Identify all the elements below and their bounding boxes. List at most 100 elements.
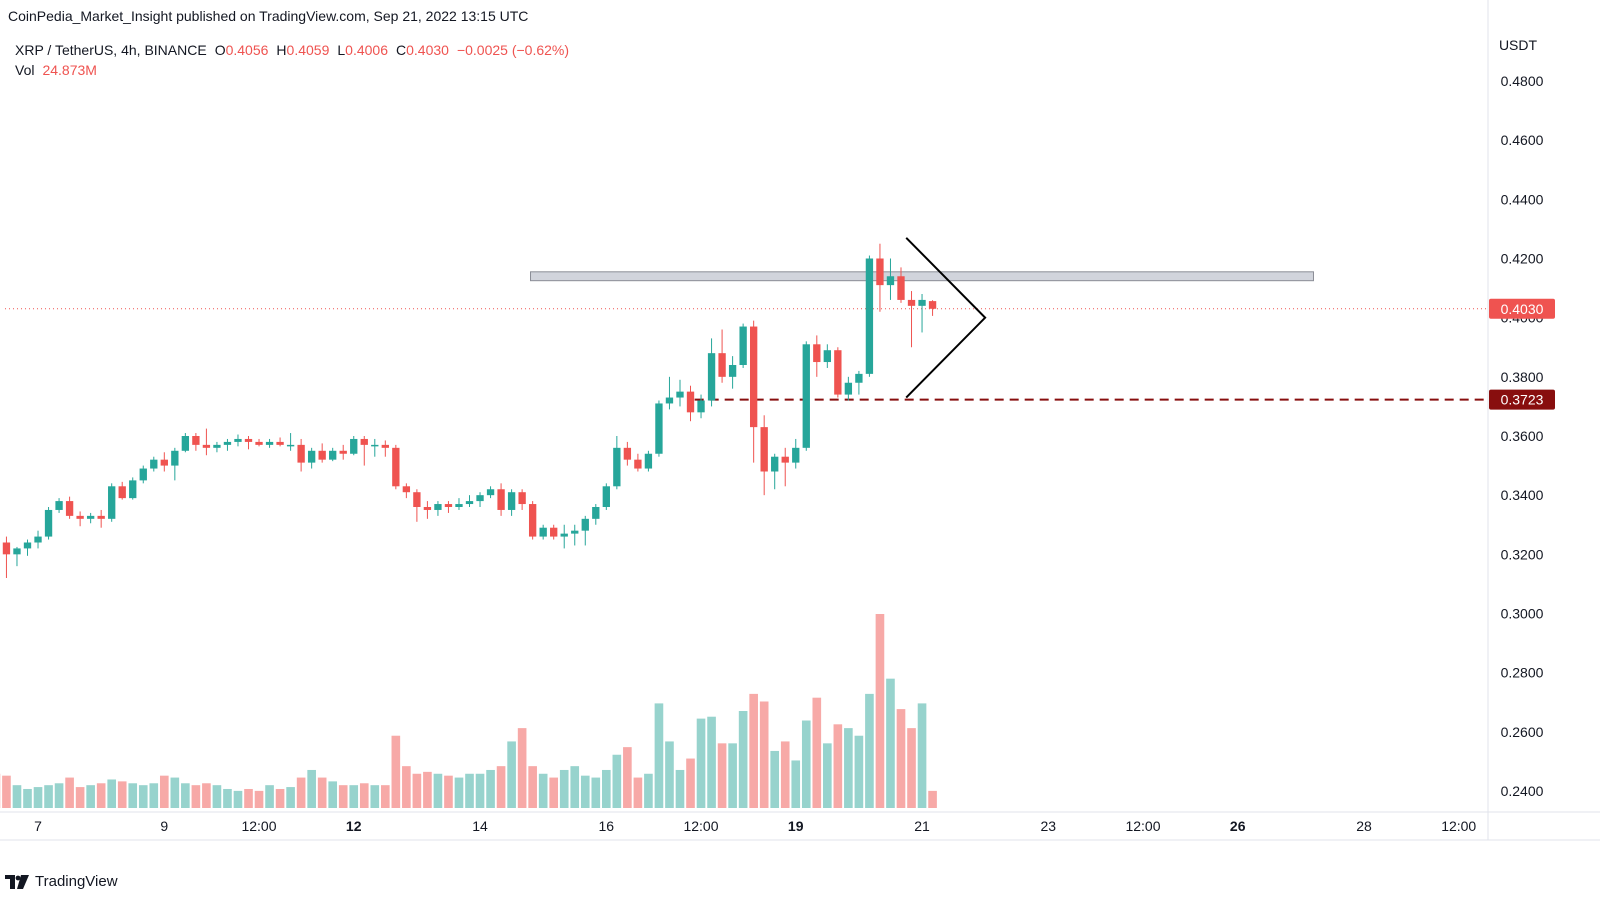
- candle-body: [497, 489, 504, 510]
- volume-bar: [339, 785, 348, 808]
- x-tick-label: 7: [34, 818, 42, 834]
- candle-body: [855, 374, 862, 383]
- candle-body: [813, 344, 820, 362]
- candle-body: [140, 469, 147, 481]
- x-tick-label: 21: [914, 818, 930, 834]
- tradingview-brand: TradingView: [35, 873, 118, 890]
- volume-bar: [455, 778, 464, 808]
- y-tick-label: 0.4800: [1501, 73, 1544, 89]
- volume-bar: [823, 743, 832, 808]
- volume-bar: [128, 783, 137, 808]
- volume-bar: [107, 779, 116, 808]
- close-value: 0.4030: [406, 42, 449, 58]
- candle-body: [487, 489, 494, 495]
- candle-body: [571, 531, 578, 534]
- high-value: 0.4059: [287, 42, 330, 58]
- volume-bar: [507, 741, 516, 808]
- volume-bar: [297, 778, 306, 808]
- candle-body: [455, 504, 462, 507]
- y-tick-label: 0.4200: [1501, 251, 1544, 267]
- volume-row: Vol 24.873M: [15, 60, 569, 80]
- candle-body: [929, 301, 936, 309]
- candle-body: [234, 439, 241, 442]
- candle-body: [424, 507, 431, 510]
- candle-body: [550, 528, 557, 537]
- resistance-zone: [531, 272, 1314, 281]
- volume-bar: [255, 791, 264, 808]
- volume-bar: [192, 785, 201, 808]
- y-tick-label: 0.3200: [1501, 546, 1544, 562]
- x-tick-label: 9: [160, 818, 168, 834]
- candle-body: [718, 353, 725, 377]
- volume-bar: [760, 701, 769, 808]
- symmetrical-triangle: [906, 238, 985, 398]
- footer-branding[interactable]: TradingView: [5, 873, 118, 890]
- volume-bar: [602, 770, 611, 808]
- volume-bar: [392, 736, 401, 808]
- x-tick-label: 23: [1040, 818, 1056, 834]
- volume-bar: [655, 703, 664, 808]
- volume-bar: [528, 766, 537, 808]
- candle-body: [361, 439, 368, 445]
- candle-body: [613, 448, 620, 486]
- volume-bar: [349, 785, 358, 808]
- volume-bar: [886, 679, 895, 808]
- candle-body: [287, 445, 294, 447]
- volume-bar: [370, 785, 379, 808]
- volume-bar: [381, 785, 390, 808]
- volume-bar: [591, 778, 600, 808]
- open-label: O: [215, 42, 226, 58]
- candle-body: [276, 442, 283, 445]
- volume-bar: [560, 770, 569, 808]
- candle-body: [97, 516, 104, 519]
- change-value: −0.0025 (−0.62%): [457, 42, 569, 58]
- volume-bar: [244, 789, 253, 808]
- volume-bar: [465, 774, 474, 808]
- x-tick-label: 28: [1356, 818, 1372, 834]
- candle-body: [739, 327, 746, 365]
- x-tick-label: 19: [788, 818, 804, 834]
- volume-bar: [149, 783, 158, 808]
- x-tick-label: 12:00: [1125, 818, 1160, 834]
- volume-bar: [318, 778, 327, 808]
- candle-body: [771, 457, 778, 472]
- volume-bar: [697, 719, 706, 808]
- candle-body: [876, 259, 883, 286]
- volume-bar: [13, 785, 22, 808]
- y-tick-label: 0.3000: [1501, 606, 1544, 622]
- volume-bar: [739, 711, 748, 808]
- candle-body: [371, 445, 378, 447]
- volume-bar: [486, 770, 495, 808]
- candle-body: [918, 300, 925, 306]
- candle-body: [582, 519, 589, 531]
- symbol-label[interactable]: XRP / TetherUS, 4h, BINANCE: [15, 42, 207, 58]
- candle-body: [908, 300, 915, 306]
- x-tick-label: 12:00: [241, 818, 276, 834]
- y-tick-label: 0.4400: [1501, 191, 1544, 207]
- volume-bar: [644, 774, 653, 808]
- volume-bar: [897, 709, 906, 808]
- volume-bar: [781, 741, 790, 808]
- volume-bar: [834, 724, 843, 808]
- volume-bar: [865, 694, 874, 808]
- y-tick-label: 0.2800: [1501, 665, 1544, 681]
- candle-body: [55, 501, 62, 510]
- candle-body: [834, 350, 841, 394]
- ohlc-row: XRP / TetherUS, 4h, BINANCE O 0.4056 H 0…: [15, 40, 569, 60]
- volume-bar: [328, 781, 337, 808]
- candle-body: [350, 439, 357, 454]
- candle-body: [382, 445, 389, 448]
- legend: XRP / TetherUS, 4h, BINANCE O 0.4056 H 0…: [15, 40, 569, 80]
- candle-body: [676, 392, 683, 398]
- candle-body: [76, 516, 83, 519]
- x-tick-label: 14: [472, 818, 488, 834]
- volume-bar: [676, 770, 685, 808]
- candle-body: [897, 276, 904, 300]
- volume-bar: [202, 783, 211, 808]
- candle-body: [340, 451, 347, 454]
- volume-bar: [423, 772, 432, 808]
- candle-body: [761, 427, 768, 471]
- volume-bar: [749, 694, 758, 808]
